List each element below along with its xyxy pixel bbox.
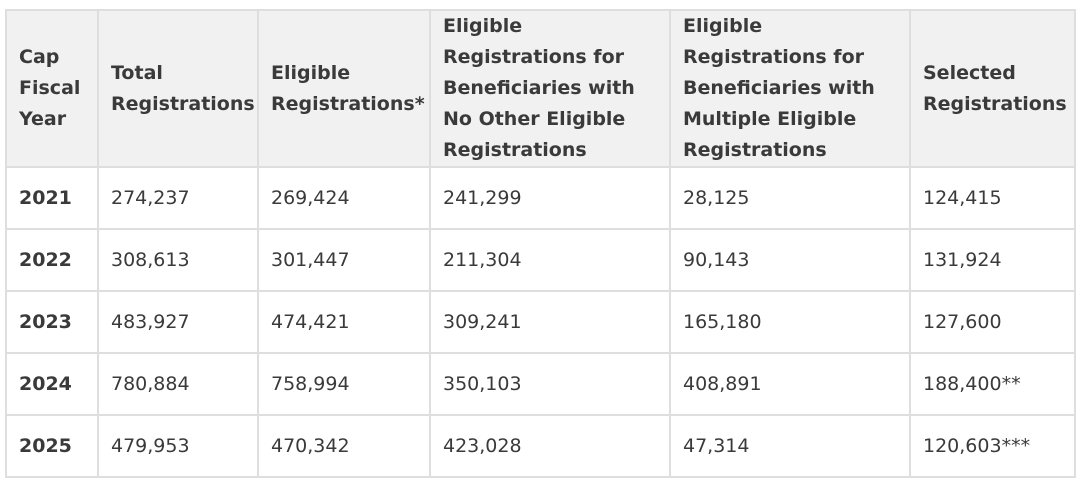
header-eligible-multiple: Eligible Registrations for Beneficiaries…	[669, 9, 911, 168]
cell-year: 2025	[5, 414, 99, 478]
cell-selected: 120,603***	[909, 414, 1076, 478]
registrations-table: Cap Fiscal Year Total Registrations Elig…	[5, 9, 1076, 478]
cell-selected: 127,600	[909, 290, 1076, 354]
header-selected-registrations: Selected Registrations	[909, 9, 1076, 168]
header-row: Cap Fiscal Year Total Registrations Elig…	[5, 9, 1076, 168]
table-header: Cap Fiscal Year Total Registrations Elig…	[5, 9, 1076, 168]
table-body: 2021 274,237 269,424 241,299 28,125 124,…	[5, 166, 1076, 478]
cell-eligible-multiple: 408,891	[669, 352, 911, 416]
cell-eligible-no-other: 350,103	[429, 352, 671, 416]
header-cap-fiscal-year: Cap Fiscal Year	[5, 9, 99, 168]
cell-year: 2024	[5, 352, 99, 416]
header-eligible-no-other: Eligible Registrations for Beneficiaries…	[429, 9, 671, 168]
cell-eligible-multiple: 90,143	[669, 228, 911, 292]
table-row: 2024 780,884 758,994 350,103 408,891 188…	[5, 352, 1076, 416]
cell-eligible-no-other: 423,028	[429, 414, 671, 478]
cell-year: 2023	[5, 290, 99, 354]
header-total-registrations: Total Registrations	[97, 9, 259, 168]
cell-total: 308,613	[97, 228, 259, 292]
cell-eligible-no-other: 211,304	[429, 228, 671, 292]
cell-eligible-no-other: 309,241	[429, 290, 671, 354]
cell-total: 483,927	[97, 290, 259, 354]
cell-eligible-multiple: 28,125	[669, 166, 911, 230]
cell-eligible: 269,424	[257, 166, 431, 230]
registrations-table-container: Cap Fiscal Year Total Registrations Elig…	[5, 9, 1076, 478]
cell-total: 479,953	[97, 414, 259, 478]
header-eligible-registrations: Eligible Registrations*	[257, 9, 431, 168]
cell-eligible: 301,447	[257, 228, 431, 292]
cell-selected: 131,924	[909, 228, 1076, 292]
cell-eligible: 758,994	[257, 352, 431, 416]
cell-eligible-multiple: 165,180	[669, 290, 911, 354]
table-row: 2022 308,613 301,447 211,304 90,143 131,…	[5, 228, 1076, 292]
cell-eligible-multiple: 47,314	[669, 414, 911, 478]
cell-year: 2021	[5, 166, 99, 230]
cell-total: 274,237	[97, 166, 259, 230]
table-row: 2025 479,953 470,342 423,028 47,314 120,…	[5, 414, 1076, 478]
cell-selected: 124,415	[909, 166, 1076, 230]
cell-eligible: 474,421	[257, 290, 431, 354]
cell-year: 2022	[5, 228, 99, 292]
cell-eligible-no-other: 241,299	[429, 166, 671, 230]
cell-selected: 188,400**	[909, 352, 1076, 416]
cell-eligible: 470,342	[257, 414, 431, 478]
cell-total: 780,884	[97, 352, 259, 416]
table-row: 2023 483,927 474,421 309,241 165,180 127…	[5, 290, 1076, 354]
table-row: 2021 274,237 269,424 241,299 28,125 124,…	[5, 166, 1076, 230]
